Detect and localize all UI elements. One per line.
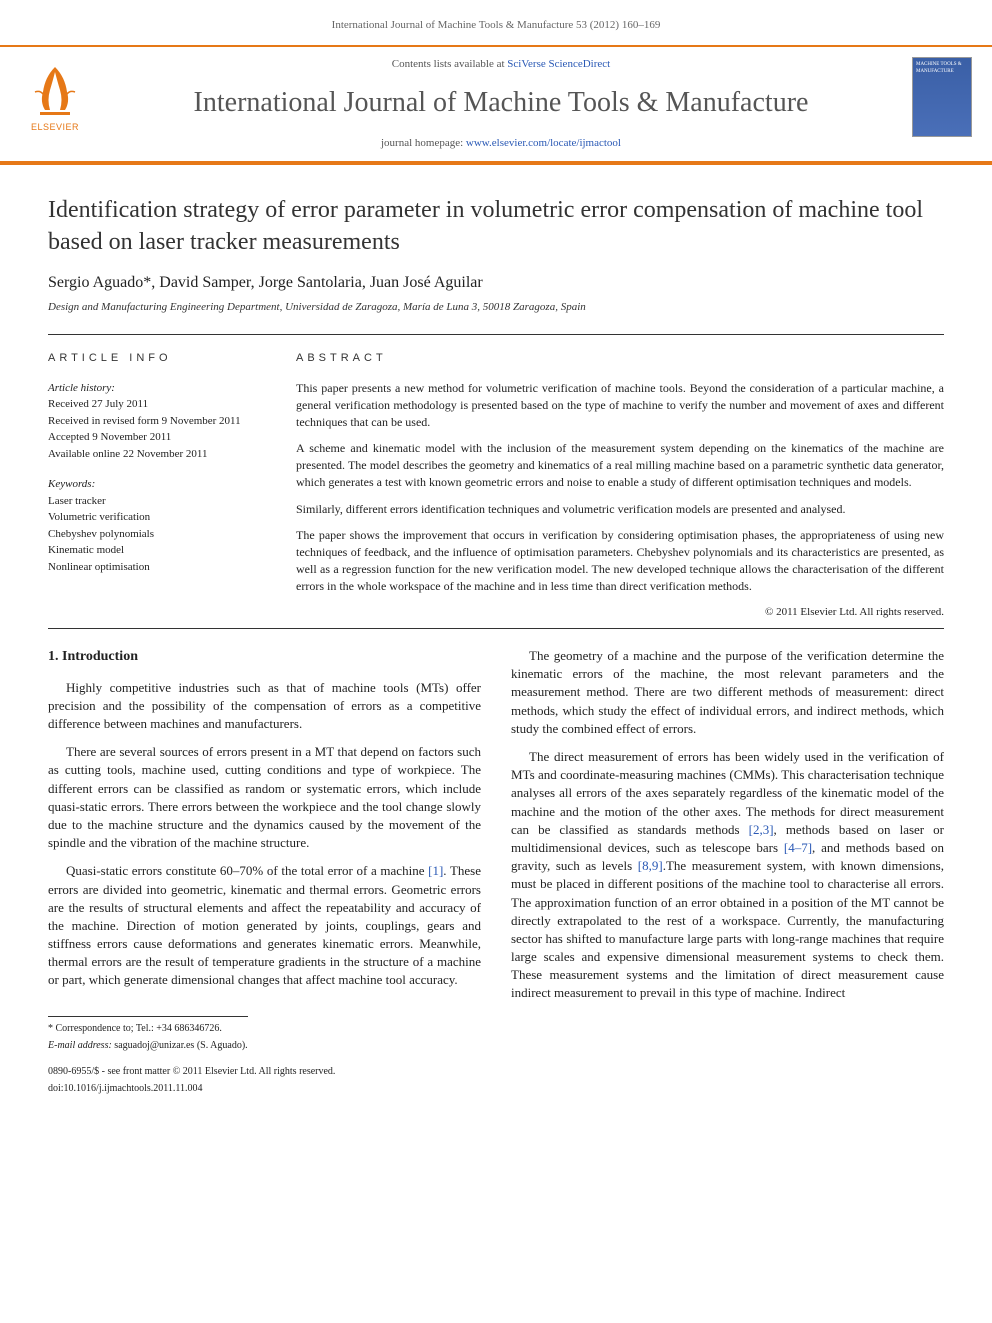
body-para: There are several sources of errors pres… — [48, 743, 481, 852]
journal-homepage: journal homepage: www.elsevier.com/locat… — [108, 136, 894, 151]
body-para: The direct measurement of errors has bee… — [511, 748, 944, 1003]
affiliation: Design and Manufacturing Engineering Dep… — [0, 300, 992, 333]
journal-banner: ELSEVIER Contents lists available at Sci… — [0, 45, 992, 165]
journal-name: International Journal of Machine Tools &… — [108, 83, 894, 122]
elsevier-tree-icon — [25, 62, 85, 117]
footer-rule — [48, 1016, 248, 1017]
body-para: The geometry of a machine and the purpos… — [511, 647, 944, 738]
abstract-para: The paper shows the improvement that occ… — [296, 527, 944, 594]
keyword: Laser tracker — [48, 495, 106, 507]
history-received: Received 27 July 2011 — [48, 398, 148, 410]
section-heading: 1. Introduction — [48, 647, 481, 667]
contents-available: Contents lists available at SciVerse Sci… — [108, 57, 894, 72]
history-accepted: Accepted 9 November 2011 — [48, 431, 171, 443]
elsevier-logo: ELSEVIER — [20, 57, 90, 137]
history-online: Available online 22 November 2011 — [48, 448, 207, 460]
authors: Sergio Aguado*, David Samper, Jorge Sant… — [0, 272, 992, 300]
footer-bottom: 0890-6955/$ - see front matter © 2011 El… — [48, 1065, 944, 1099]
keyword: Volumetric verification — [48, 511, 150, 523]
contents-label: Contents lists available at — [392, 58, 507, 70]
publisher-name: ELSEVIER — [31, 121, 79, 134]
homepage-label: journal homepage: — [381, 137, 466, 149]
email-line: E-mail address: saguadoj@unizar.es (S. A… — [48, 1039, 944, 1053]
abstract-column: ABSTRACT This paper presents a new metho… — [296, 351, 944, 621]
abstract-copyright: © 2011 Elsevier Ltd. All rights reserved… — [296, 605, 944, 620]
abstract-para: Similarly, different errors identificati… — [296, 501, 944, 518]
running-head: International Journal of Machine Tools &… — [0, 0, 992, 45]
abstract-para: This paper presents a new method for vol… — [296, 380, 944, 430]
article-info-column: ARTICLE INFO Article history: Received 2… — [48, 351, 268, 621]
correspondence: * Correspondence to; Tel.: +34 686346726… — [48, 1022, 944, 1036]
info-abstract-row: ARTICLE INFO Article history: Received 2… — [0, 335, 992, 629]
body-text: 1. Introduction Highly competitive indus… — [0, 629, 992, 1016]
article-info-head: ARTICLE INFO — [48, 351, 268, 366]
abstract-head: ABSTRACT — [296, 351, 944, 366]
history-label: Article history: — [48, 382, 115, 394]
keywords-label: Keywords: — [48, 478, 95, 490]
article-history: Article history: Received 27 July 2011 R… — [48, 380, 268, 463]
sciencedirect-link[interactable]: SciVerse ScienceDirect — [507, 58, 610, 70]
issn-line: 0890-6955/$ - see front matter © 2011 El… — [48, 1065, 335, 1079]
keyword: Chebyshev polynomials — [48, 528, 154, 540]
abstract-body: This paper presents a new method for vol… — [296, 380, 944, 595]
article-title: Identification strategy of error paramet… — [0, 165, 992, 271]
history-revised: Received in revised form 9 November 2011 — [48, 415, 241, 427]
abstract-para: A scheme and kinematic model with the in… — [296, 440, 944, 490]
banner-center: Contents lists available at SciVerse Sci… — [108, 57, 894, 151]
keyword: Nonlinear optimisation — [48, 561, 150, 573]
footer: * Correspondence to; Tel.: +34 686346726… — [0, 1016, 992, 1119]
keyword: Kinematic model — [48, 544, 124, 556]
homepage-link[interactable]: www.elsevier.com/locate/ijmactool — [466, 137, 621, 149]
body-para: Quasi-static errors constitute 60–70% of… — [48, 862, 481, 989]
keywords-block: Keywords: Laser tracker Volumetric verif… — [48, 476, 268, 575]
body-para: Highly competitive industries such as th… — [48, 679, 481, 734]
journal-cover-thumb: MACHINE TOOLS & MANUFACTURE — [912, 57, 972, 137]
doi-line: doi:10.1016/j.ijmachtools.2011.11.004 — [48, 1082, 335, 1096]
